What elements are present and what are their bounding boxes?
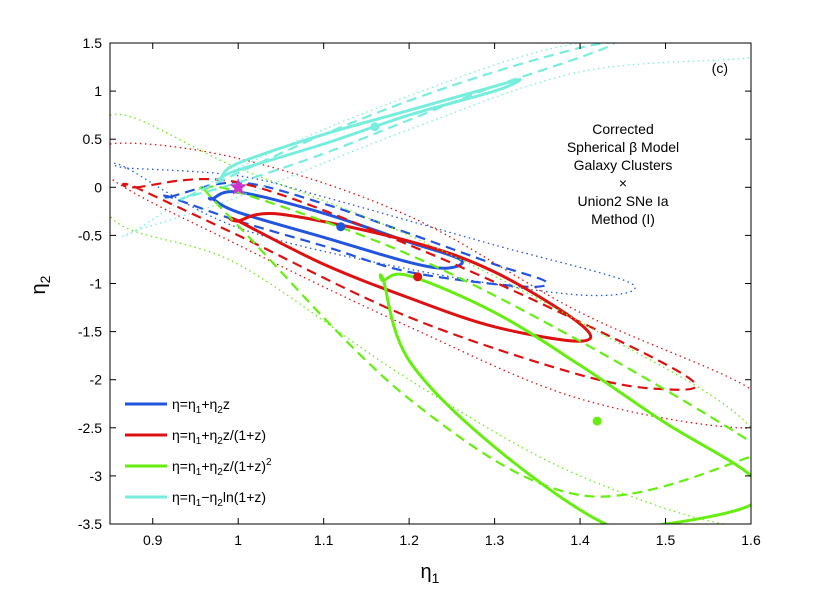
- x-tick-label: 1.5: [656, 532, 676, 548]
- x-tick-label: 1.4: [570, 532, 590, 548]
- y-tick-label: -2: [90, 372, 103, 388]
- best-fit-z_over_1pz_sq: [592, 416, 602, 426]
- contour-z_over_1pz-dashed: [121, 177, 697, 391]
- contour-linear-dotted: [112, 162, 636, 297]
- legend-label-log: η=η1−η2ln(1+z): [172, 489, 266, 509]
- tick-labels: 0.9 1 1.1 1.2 1.3 1.4 1.5 1.6 1.5 1 0.5 0 -0.5 -1 -1.5…: [78, 35, 761, 548]
- best-fit-linear: [336, 222, 346, 232]
- reference-point-star: [229, 178, 247, 195]
- contour-z_over_1pz_sq-dashed: [198, 185, 751, 498]
- best-fit-points: [336, 122, 602, 426]
- y-tick-label: -3.5: [78, 516, 102, 532]
- y-tick-label: 1.5: [83, 35, 103, 51]
- best-fit-log: [370, 122, 380, 132]
- annotation-block: Corrected Spherical β Model Galaxy Cluster…: [567, 121, 679, 227]
- contour-log-dashed: [179, 43, 616, 201]
- contour-linear-solid: [207, 190, 464, 270]
- annotation-line: ×: [619, 175, 627, 191]
- y-tick-label: -1: [90, 276, 103, 292]
- axis-ticks: [110, 42, 752, 525]
- annotation-line: Galaxy Clusters: [574, 157, 673, 173]
- panel-label: (c): [712, 60, 728, 76]
- reference-point-group: [229, 178, 247, 195]
- best-fit-z_over_1pz: [413, 272, 423, 282]
- annotation-line: Method (I): [591, 211, 655, 227]
- y-tick-label: -1.5: [78, 324, 102, 340]
- y-tick-label: -3: [90, 468, 103, 484]
- legend-label-z_over_1pz: η=η1+η2z/(1+z): [172, 427, 266, 447]
- contour-linear-dashed: [160, 181, 549, 288]
- annotation-line: Spherical β Model: [567, 139, 679, 155]
- y-tick-label: -2.5: [78, 420, 102, 436]
- y-axis-title: η2: [28, 275, 53, 294]
- x-tick-label: 1.6: [741, 532, 761, 548]
- y-tick-label: 0: [94, 179, 102, 195]
- y-tick-label: 1: [94, 83, 102, 99]
- x-tick-label: 1.2: [399, 532, 419, 548]
- y-tick-label: -0.5: [78, 227, 102, 243]
- legend-box: [118, 385, 323, 515]
- annotation-line: Union2 SNe Ia: [577, 193, 668, 209]
- contours-group: [110, 43, 751, 524]
- legend-label-z_over_1pz_sq: η=η1+η2z/(1+z)2: [172, 457, 272, 478]
- legend: η=η1+η2z η=η1+η2z/(1+z) η=η1+η2z/(1+z)2 η=η…: [125, 396, 272, 509]
- x-tick-label: 0.9: [143, 532, 163, 548]
- legend-label-linear: η=η1+η2z: [172, 396, 230, 416]
- x-tick-label: 1.3: [485, 532, 505, 548]
- x-axis-title: η1: [421, 561, 440, 586]
- x-tick-label: 1.1: [314, 532, 334, 548]
- y-tick-label: 0.5: [83, 131, 103, 147]
- annotation-line: Corrected: [592, 121, 653, 137]
- x-tick-label: 1: [234, 532, 242, 548]
